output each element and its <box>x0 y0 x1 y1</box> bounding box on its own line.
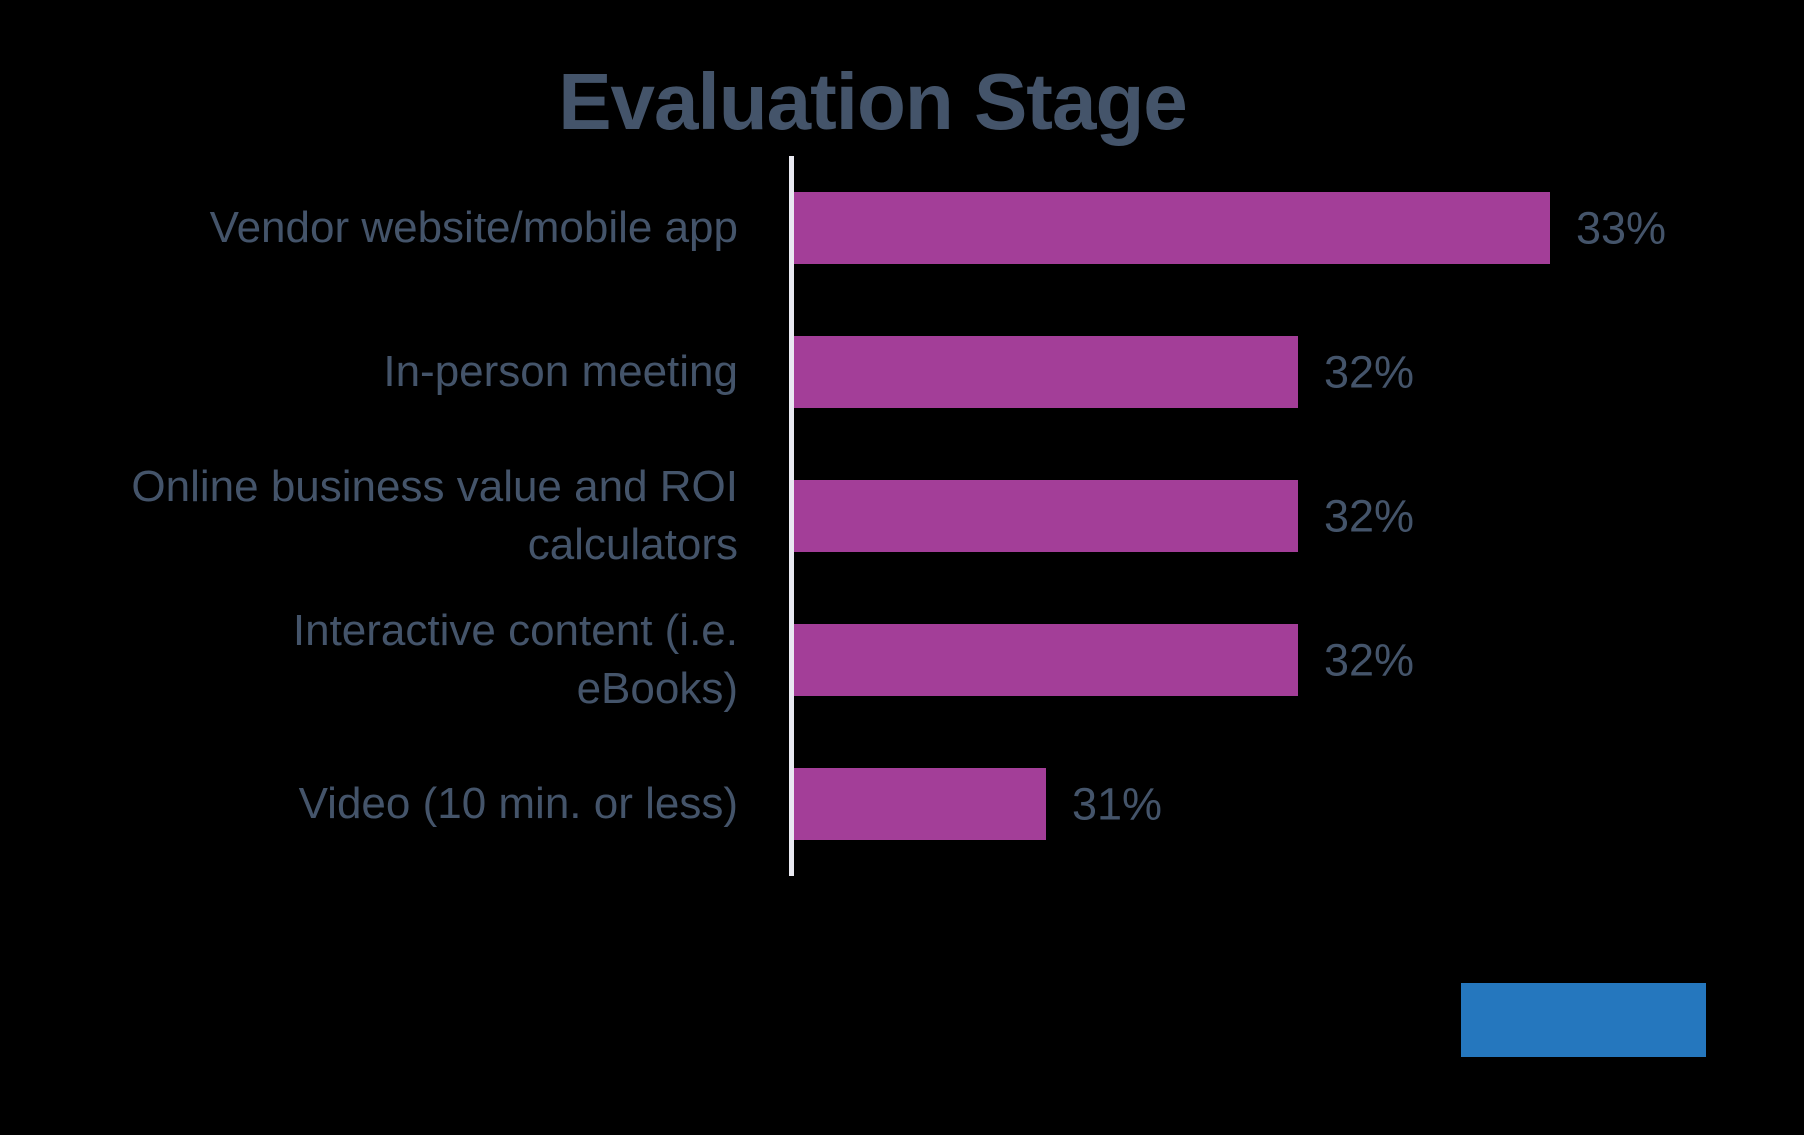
bar <box>794 336 1298 408</box>
value-label: 31% <box>1072 778 1163 830</box>
category-label: Vendor website/mobile app <box>209 203 738 252</box>
category-label: In-person meeting <box>383 347 738 396</box>
bar <box>794 768 1046 840</box>
legend-swatch <box>1461 983 1706 1057</box>
value-label: 32% <box>1324 634 1415 686</box>
bar <box>794 480 1298 552</box>
value-label: 32% <box>1324 346 1415 398</box>
bar <box>794 624 1298 696</box>
category-label: Online business value and ROI calculator… <box>131 462 738 569</box>
category-label: Interactive content (i.e. eBooks) <box>292 606 738 713</box>
category-axis-line <box>789 156 794 876</box>
bar <box>794 192 1550 264</box>
category-label: Video (10 min. or less) <box>298 779 738 828</box>
value-label: 32% <box>1324 490 1415 542</box>
chart-title: Evaluation Stage <box>558 57 1188 146</box>
value-label: 33% <box>1576 202 1667 254</box>
